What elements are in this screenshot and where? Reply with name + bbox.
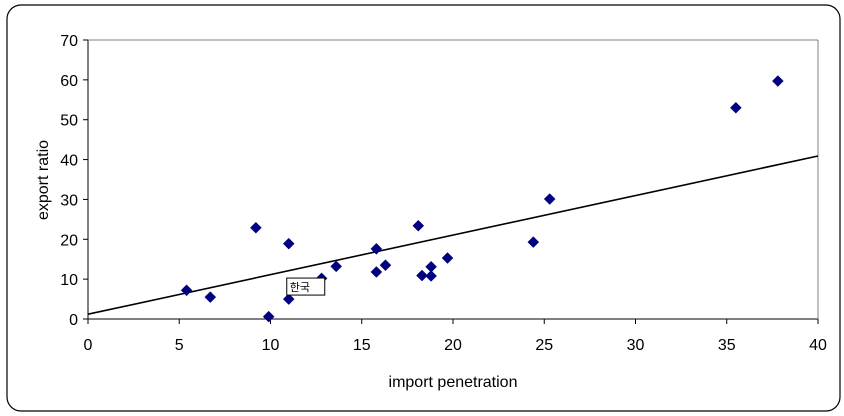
x-tick-label: 15 bbox=[353, 337, 371, 354]
y-tick-label: 50 bbox=[60, 113, 78, 130]
data-point-marker bbox=[416, 269, 428, 282]
data-point-marker bbox=[441, 252, 454, 264]
x-tick-label: 10 bbox=[262, 337, 280, 354]
x-tick-label: 25 bbox=[535, 337, 553, 354]
x-tick-label: 20 bbox=[444, 337, 462, 354]
y-axis-label: export ratio bbox=[35, 140, 52, 220]
data-points bbox=[180, 75, 784, 323]
x-tick-label: 0 bbox=[84, 337, 93, 354]
data-point-marker bbox=[370, 242, 383, 255]
trendline bbox=[87, 155, 819, 315]
data-point-marker bbox=[425, 270, 437, 282]
chart-border bbox=[6, 4, 841, 412]
data-point-marker bbox=[379, 259, 392, 272]
y-tick-label: 40 bbox=[60, 153, 78, 170]
data-point-marker bbox=[282, 237, 295, 250]
y-tick-label: 20 bbox=[60, 232, 78, 249]
data-point-marker bbox=[262, 310, 275, 323]
y-tick-label: 10 bbox=[60, 272, 78, 289]
y-tick-label: 60 bbox=[60, 73, 78, 90]
annotation-label: 한국 bbox=[290, 281, 310, 294]
annotation-box bbox=[286, 277, 326, 296]
data-point-marker bbox=[282, 293, 295, 305]
x-axis-label: import penetration bbox=[389, 374, 518, 391]
data-point-marker bbox=[412, 219, 425, 232]
y-axis-ticks: 0 10 20 30 40 50 60 70 bbox=[60, 33, 88, 329]
x-tick-label: 5 bbox=[175, 337, 184, 354]
data-point-marker bbox=[330, 260, 343, 273]
annotation-group: 한국 bbox=[286, 277, 326, 296]
x-axis-ticks: 0 5 10 15 20 25 30 35 40 bbox=[84, 319, 827, 354]
data-point-marker bbox=[730, 101, 742, 114]
x-tick-label: 30 bbox=[627, 337, 645, 354]
y-tick-label: 30 bbox=[60, 192, 78, 209]
x-tick-label: 40 bbox=[809, 337, 827, 354]
y-tick-label: 0 bbox=[69, 312, 78, 329]
trendline-group bbox=[87, 155, 819, 315]
x-tick-label: 35 bbox=[718, 337, 736, 354]
data-point-marker bbox=[527, 236, 540, 248]
data-point-marker bbox=[771, 75, 784, 87]
data-point-marker bbox=[250, 221, 262, 234]
y-tick-label: 70 bbox=[60, 33, 78, 50]
data-point-marker bbox=[204, 291, 217, 303]
data-point-marker bbox=[370, 266, 383, 278]
data-point-marker bbox=[543, 193, 556, 205]
data-point-marker bbox=[180, 284, 193, 297]
